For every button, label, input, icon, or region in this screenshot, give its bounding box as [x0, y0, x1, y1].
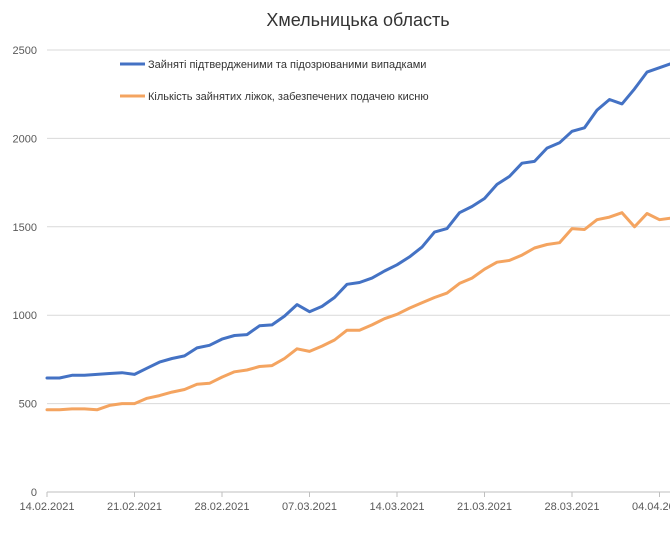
y-axis-ticks: 0 500 1000 1500 2000 2500: [13, 45, 37, 499]
y-tick-label: 0: [31, 487, 37, 499]
legend: Зайняті підтвердженими та підозрюваними …: [120, 59, 429, 103]
chart-title: Хмельницька область: [266, 10, 449, 30]
legend-label-oxygen: Кількість зайнятих ліжок, забезпечених п…: [148, 91, 429, 103]
series-line-oxygen: [45, 211, 670, 412]
x-tick-label: 07.03.2021: [282, 501, 337, 513]
series-lines: [45, 62, 670, 412]
y-tick-label: 1500: [13, 222, 37, 234]
gridlines: [47, 49, 670, 493]
y-tick-label: 2500: [13, 45, 37, 57]
y-tick-label: 2000: [13, 133, 37, 145]
y-tick-label: 1000: [13, 310, 37, 322]
y-tick-label: 500: [19, 399, 37, 411]
x-tick-label: 04.04.2021: [632, 501, 670, 513]
x-tick-label: 28.03.2021: [544, 501, 599, 513]
x-tick-label: 14.02.2021: [19, 501, 74, 513]
series-line-confirmed: [45, 62, 670, 380]
x-tick-label: 14.03.2021: [369, 501, 424, 513]
x-axis-ticks: 14.02.2021 21.02.2021 28.02.2021 07.03.2021…: [19, 492, 670, 513]
x-tick-label: 21.03.2021: [457, 501, 512, 513]
legend-label-confirmed: Зайняті підтвердженими та підозрюваними …: [148, 59, 426, 71]
x-tick-label: 28.02.2021: [194, 501, 249, 513]
x-tick-label: 21.02.2021: [107, 501, 162, 513]
